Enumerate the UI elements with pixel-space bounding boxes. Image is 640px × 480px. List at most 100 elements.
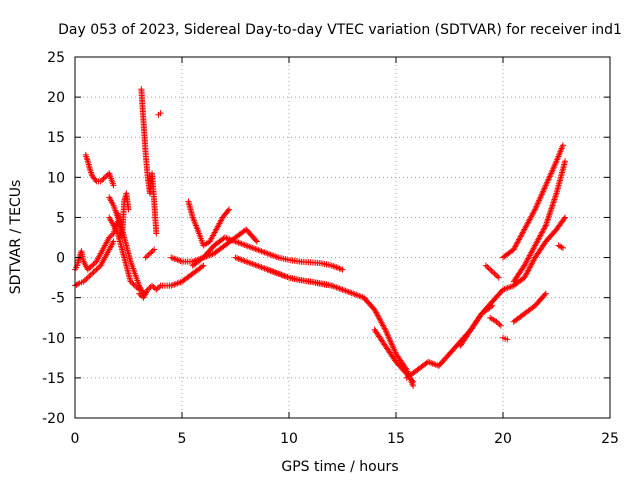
data-point xyxy=(86,265,93,272)
data-point xyxy=(80,278,87,285)
x-tick-label: 5 xyxy=(178,431,187,447)
series-trace-v xyxy=(500,142,566,261)
y-tick-label: -5 xyxy=(51,291,65,307)
data-point xyxy=(488,267,495,274)
data-point xyxy=(551,196,558,203)
data-point xyxy=(90,261,97,268)
data-point xyxy=(87,271,94,278)
data-point xyxy=(559,244,566,251)
y-tick-label: 15 xyxy=(47,130,65,146)
data-point xyxy=(125,206,132,213)
data-point xyxy=(199,263,206,270)
x-axis-label: GPS time / hours xyxy=(281,459,398,475)
data-point xyxy=(103,172,110,179)
data-point xyxy=(109,231,116,238)
data-point xyxy=(101,174,108,181)
data-point xyxy=(91,267,98,274)
data-point xyxy=(145,251,152,258)
data-point xyxy=(84,274,91,281)
y-tick-label: 0 xyxy=(56,251,65,267)
data-point xyxy=(92,176,99,183)
x-tick-label: 0 xyxy=(71,431,80,447)
data-point xyxy=(110,238,117,245)
data-point xyxy=(86,273,93,280)
y-tick-label: -20 xyxy=(42,411,65,427)
data-point xyxy=(496,321,503,328)
data-point xyxy=(148,249,155,256)
data-point xyxy=(381,325,388,332)
series-trace-o xyxy=(264,266,417,389)
data-point xyxy=(154,285,161,292)
data-point xyxy=(546,210,553,217)
data-point xyxy=(487,266,494,273)
ticks-layer: 0 5 10 15 20 25 -20 -15 -10 -5 0 5 10 15 20 25 xyxy=(42,50,619,447)
data-point xyxy=(562,214,569,221)
series-trace-b xyxy=(72,238,117,289)
y-tick-label: -15 xyxy=(42,371,65,387)
data-point xyxy=(494,273,501,280)
x-tick-label: 25 xyxy=(601,431,619,447)
data-point xyxy=(544,217,551,224)
data-point xyxy=(252,237,259,244)
data-point xyxy=(482,262,489,269)
series-trace-z xyxy=(555,242,566,251)
data-point xyxy=(151,246,158,253)
data-point xyxy=(153,286,160,293)
data-point xyxy=(545,214,552,221)
data-point xyxy=(136,290,143,297)
y-tick-label: 10 xyxy=(47,170,65,186)
series-trace-l xyxy=(185,198,233,249)
data-point xyxy=(339,266,346,273)
series-trace-s xyxy=(482,262,502,281)
series-trace-c xyxy=(82,151,117,189)
data-point xyxy=(142,254,149,261)
data-point xyxy=(225,207,232,214)
data-point xyxy=(146,250,153,257)
data-point xyxy=(548,204,555,211)
data-point xyxy=(542,290,549,297)
y-axis-label: SDTVAR / TECUs xyxy=(8,180,24,295)
data-point xyxy=(546,211,553,218)
data-point xyxy=(550,199,557,206)
data-point xyxy=(153,230,160,237)
series-trace-w xyxy=(510,158,569,285)
data-point xyxy=(150,283,157,290)
data-point xyxy=(552,193,559,200)
data-point xyxy=(504,336,511,343)
y-tick-label: 25 xyxy=(47,50,65,66)
data-point xyxy=(562,158,569,165)
x-tick-label: 20 xyxy=(494,431,512,447)
data-point xyxy=(410,378,417,385)
data-point xyxy=(149,247,156,254)
series-trace-h xyxy=(136,262,207,301)
data-point xyxy=(106,234,113,241)
data-point xyxy=(551,194,558,201)
data-point xyxy=(156,283,163,290)
series-trace-y xyxy=(510,290,549,325)
data-point xyxy=(144,286,151,293)
data-point xyxy=(492,271,499,278)
plot-frame xyxy=(74,56,611,419)
data-point xyxy=(110,182,117,189)
y-tick-label: 20 xyxy=(47,90,65,106)
data-point xyxy=(253,238,260,245)
data-point xyxy=(559,142,566,149)
series-trace-x xyxy=(500,214,569,293)
chart-title: Day 053 of 2023, Sidereal Day-to-day VTE… xyxy=(58,22,622,38)
data-point xyxy=(493,318,500,325)
data-point xyxy=(552,191,559,198)
data-point xyxy=(89,270,96,277)
data-point xyxy=(134,285,141,292)
y-tick-label: -10 xyxy=(42,331,65,347)
x-tick-label: 15 xyxy=(387,431,405,447)
y-tick-label: 5 xyxy=(56,210,65,226)
data-point xyxy=(547,208,554,215)
data-point xyxy=(146,285,153,292)
data-point xyxy=(133,283,140,290)
data-point xyxy=(83,275,90,282)
series-trace-t xyxy=(487,314,504,329)
data-point xyxy=(495,320,502,327)
data-point xyxy=(226,206,233,213)
data-point xyxy=(545,213,552,220)
